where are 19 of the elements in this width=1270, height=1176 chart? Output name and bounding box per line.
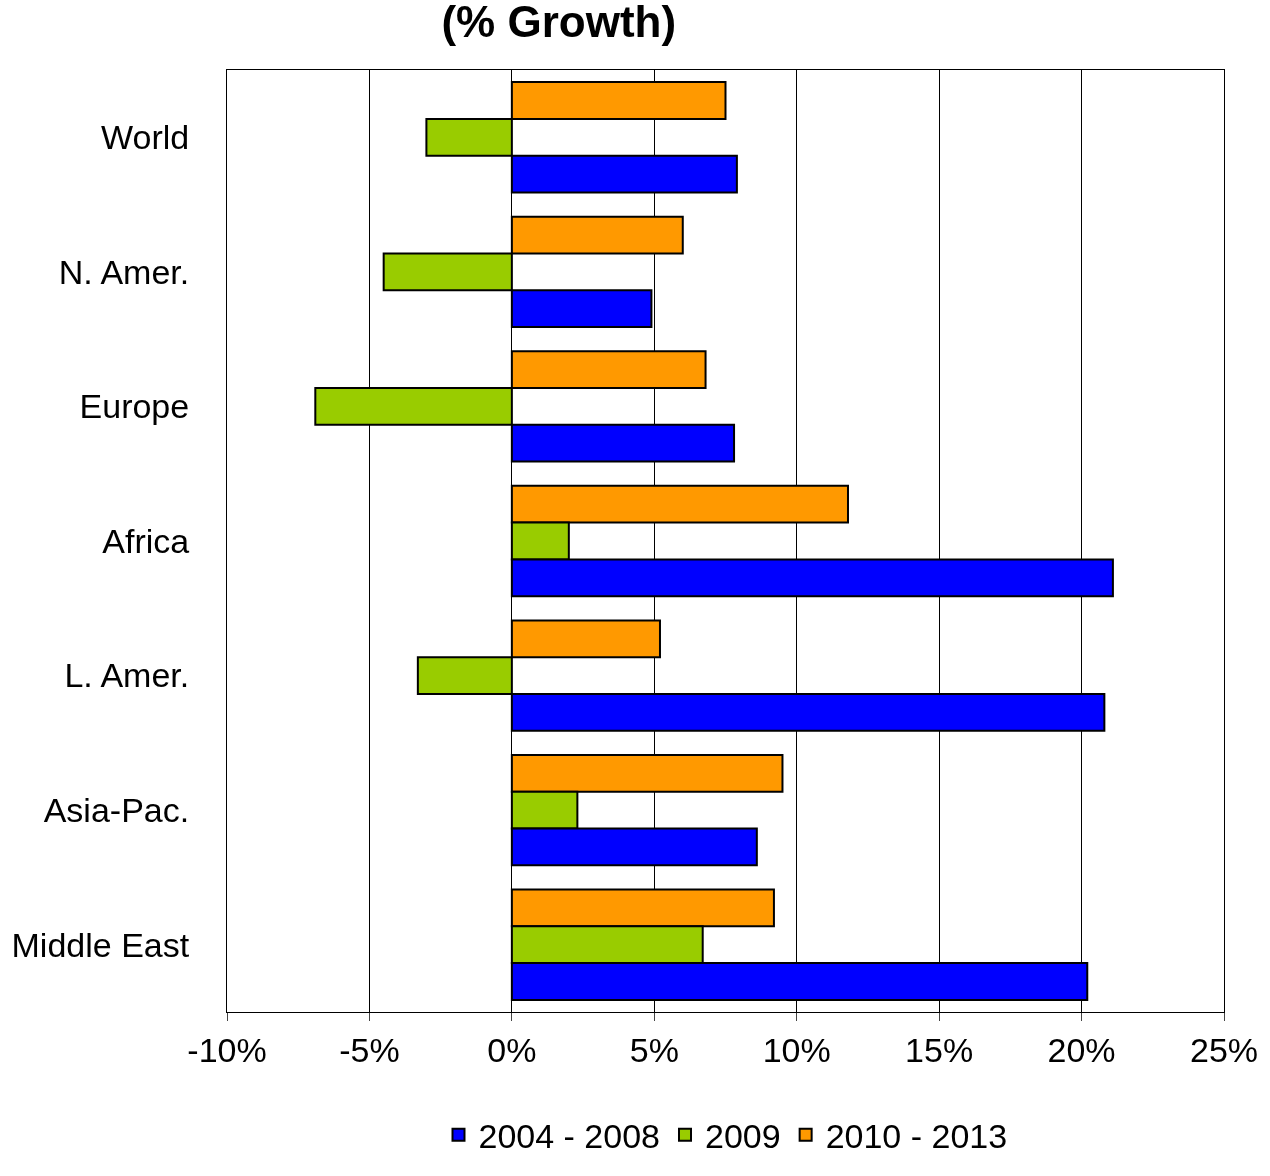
x-tick-label: 20% [1047,1030,1116,1069]
y-tick-label: L. Amer. [64,656,190,695]
x-tick-label: 5% [629,1030,679,1069]
legend-label: 2010 - 2013 [825,1117,1008,1156]
chart-title: (% Growth) [441,0,677,46]
legend-label: 2004 - 2008 [478,1117,660,1156]
x-tick-label: -5% [339,1030,400,1069]
x-tick-label: 10% [762,1030,831,1069]
y-tick-label: N. Amer. [58,252,190,291]
x-tick-label: 0% [487,1030,537,1069]
x-tick-label: 15% [905,1030,974,1069]
y-tick-label: World [101,118,190,157]
x-tick-label: 25% [1189,1030,1259,1069]
y-tick-label: Asia-Pac. [43,791,190,830]
y-tick-label: Africa [102,521,190,560]
y-tick-label: Europe [79,387,190,426]
x-tick-label: -10% [187,1030,267,1069]
legend-label: 2009 [705,1117,781,1156]
y-tick-label: Middle East [11,925,190,964]
